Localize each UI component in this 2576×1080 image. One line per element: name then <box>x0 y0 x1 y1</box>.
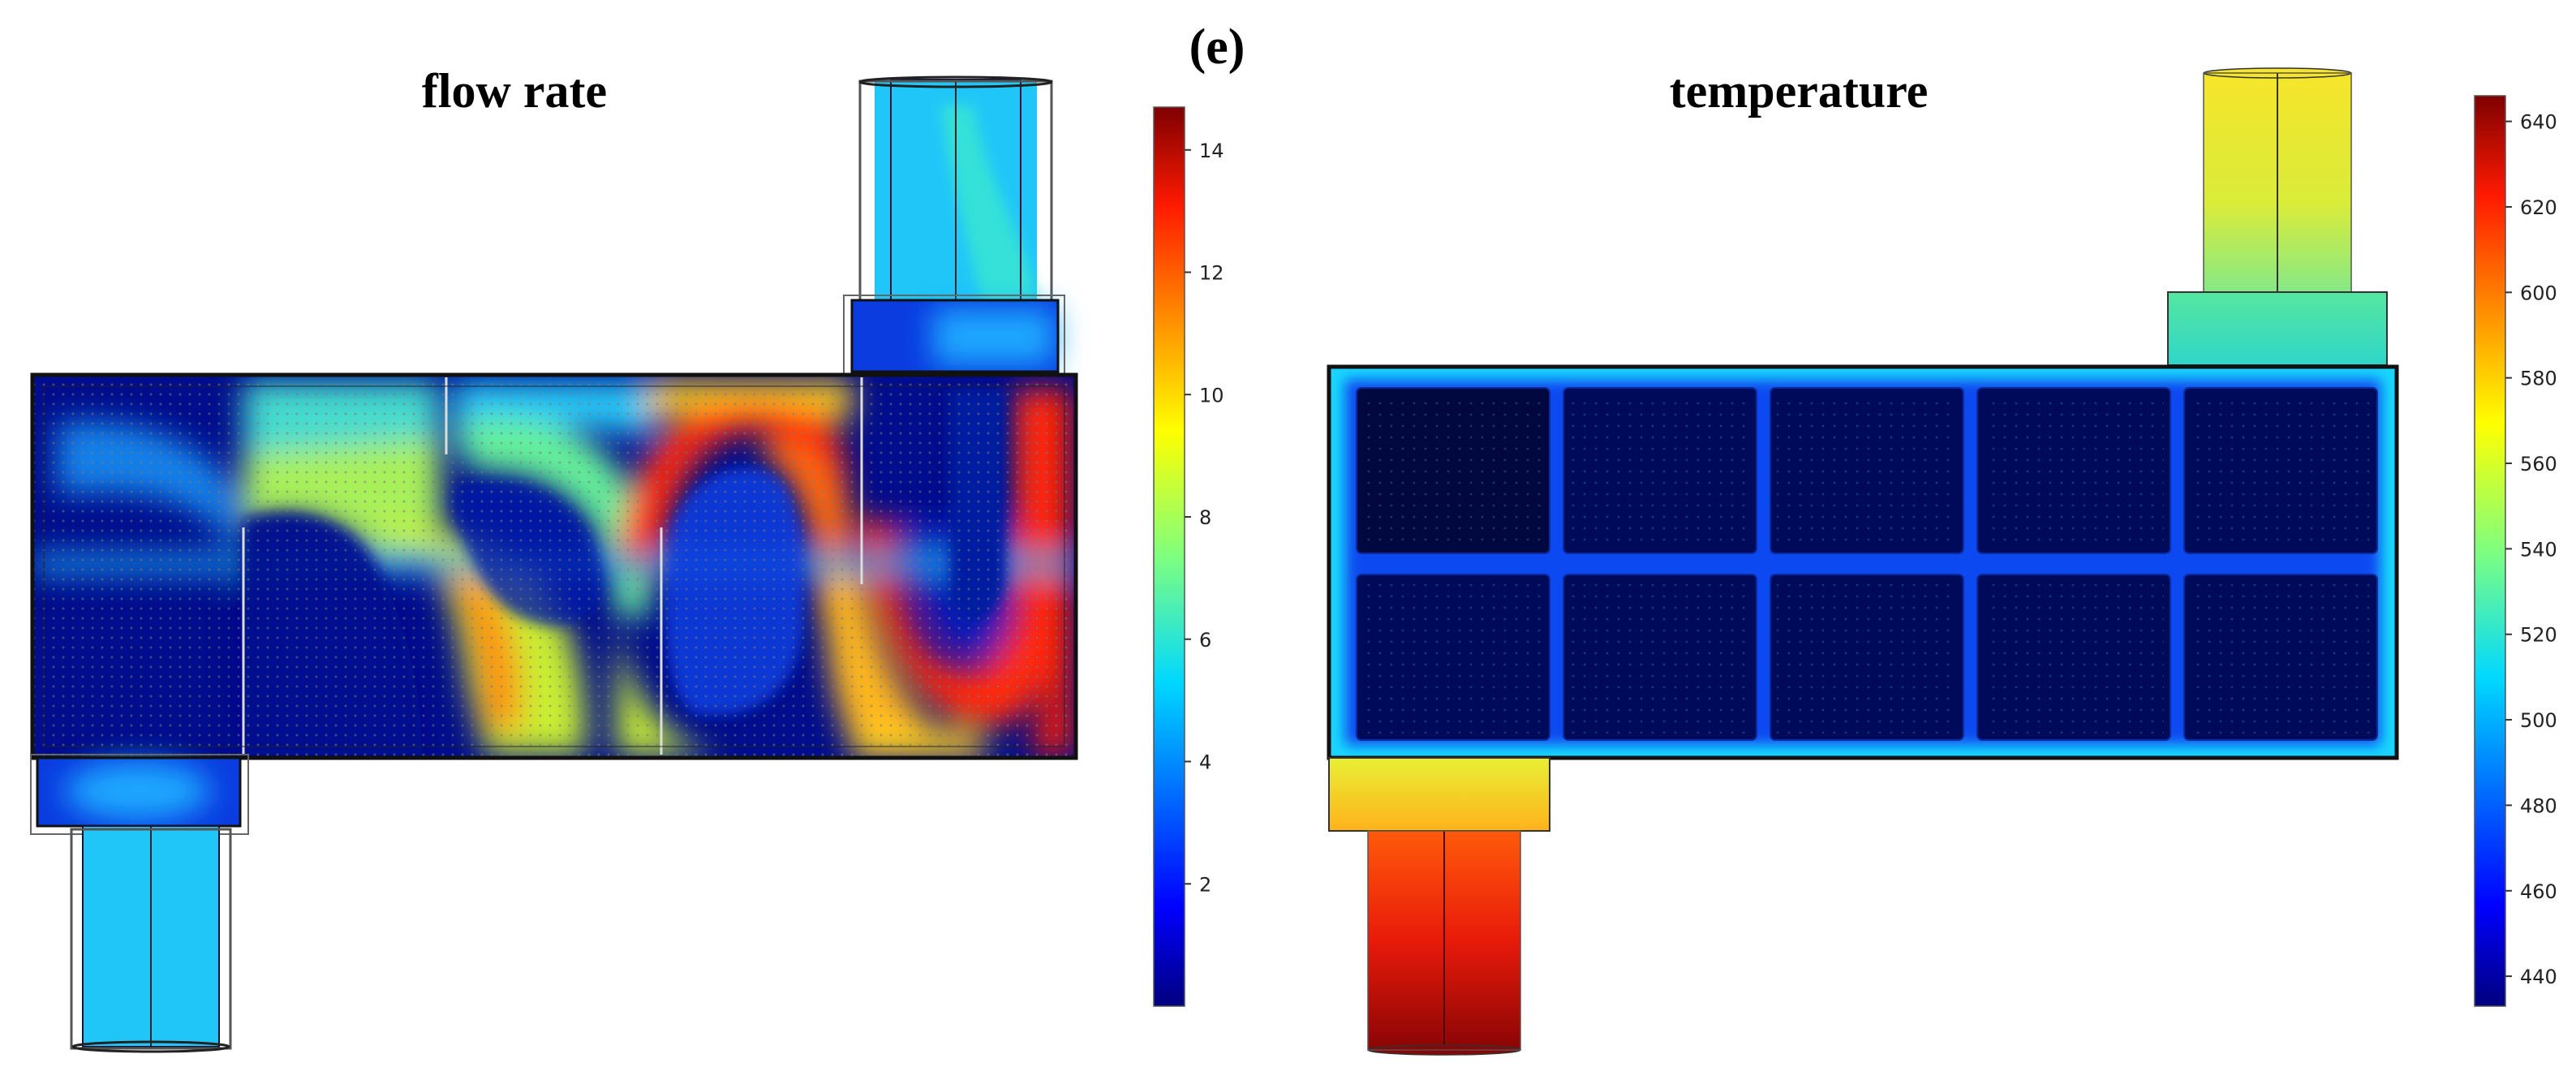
temperature-colorbar-tick-label: 500 <box>2520 709 2557 732</box>
temperature-colorbar-tick-label: 520 <box>2520 624 2557 647</box>
temperature-cell-mesh <box>1984 581 2164 734</box>
flow-colorbar-tick-label: 2 <box>1199 873 1211 896</box>
temperature-colorbar-tick-label: 560 <box>2520 453 2557 475</box>
temperature-main-box <box>1327 364 2399 760</box>
temperature-cell-mesh <box>1363 581 1543 734</box>
temperature-colorbar-tick-label: 460 <box>2520 880 2557 903</box>
temperature-cell-mesh <box>1570 581 1750 734</box>
temperature-colorbar-tick-label: 480 <box>2520 794 2557 817</box>
temperature-colorbar-tick-label: 580 <box>2520 368 2557 390</box>
flow-colorbar-tick-label: 12 <box>1199 262 1224 285</box>
flow-main-box <box>30 372 1078 760</box>
temperature-cell-mesh <box>2191 394 2371 547</box>
temperature-cell-mesh <box>1777 581 1957 734</box>
temperature-cell-mesh <box>2191 581 2371 734</box>
temperature-colorbar-tick-label: 600 <box>2520 282 2557 304</box>
temperature-colorbar-tick-label: 640 <box>2520 111 2557 134</box>
flow-colorbar-tick-label: 14 <box>1199 140 1224 162</box>
temperature-colorbar-tick-label: 540 <box>2520 538 2557 561</box>
temperature-title: temperature <box>1670 64 1929 118</box>
flow-rate-colorbar: 2 4 6 8 10 12 14 <box>1153 106 1224 1007</box>
temperature-inlet-pipe <box>1328 757 1550 1056</box>
flow-colorbar-tick-label: 6 <box>1199 629 1211 652</box>
temperature-cell-mesh <box>1777 394 1957 547</box>
flow-colorbar-tick-label: 4 <box>1199 751 1211 774</box>
flow-rate-title: flow rate <box>422 64 607 118</box>
panel-label: (e) <box>1189 19 1245 75</box>
temperature-colorbar-tick-label: 620 <box>2520 196 2557 219</box>
flow-outlet-pipe <box>843 75 1065 377</box>
temperature-cell-mesh <box>1363 394 1543 547</box>
temperature-colorbar-tick-label: 440 <box>2520 966 2557 988</box>
flow-colorbar-tick-label: 8 <box>1199 506 1211 529</box>
temperature-panel: temperature <box>1327 64 2557 1056</box>
temperature-outlet-pipe <box>2167 67 2388 366</box>
flow-colorbar-tick-label: 10 <box>1199 384 1224 407</box>
temperature-cell-mesh <box>1984 394 2164 547</box>
flow-rate-panel: flow rate <box>30 64 1224 1053</box>
temperature-cell-mesh <box>1570 394 1750 547</box>
temperature-colorbar: 440 460 480 500 520 540 560 580 600 620 640 <box>2474 95 2557 1007</box>
flow-inlet-pipe <box>30 754 249 1053</box>
